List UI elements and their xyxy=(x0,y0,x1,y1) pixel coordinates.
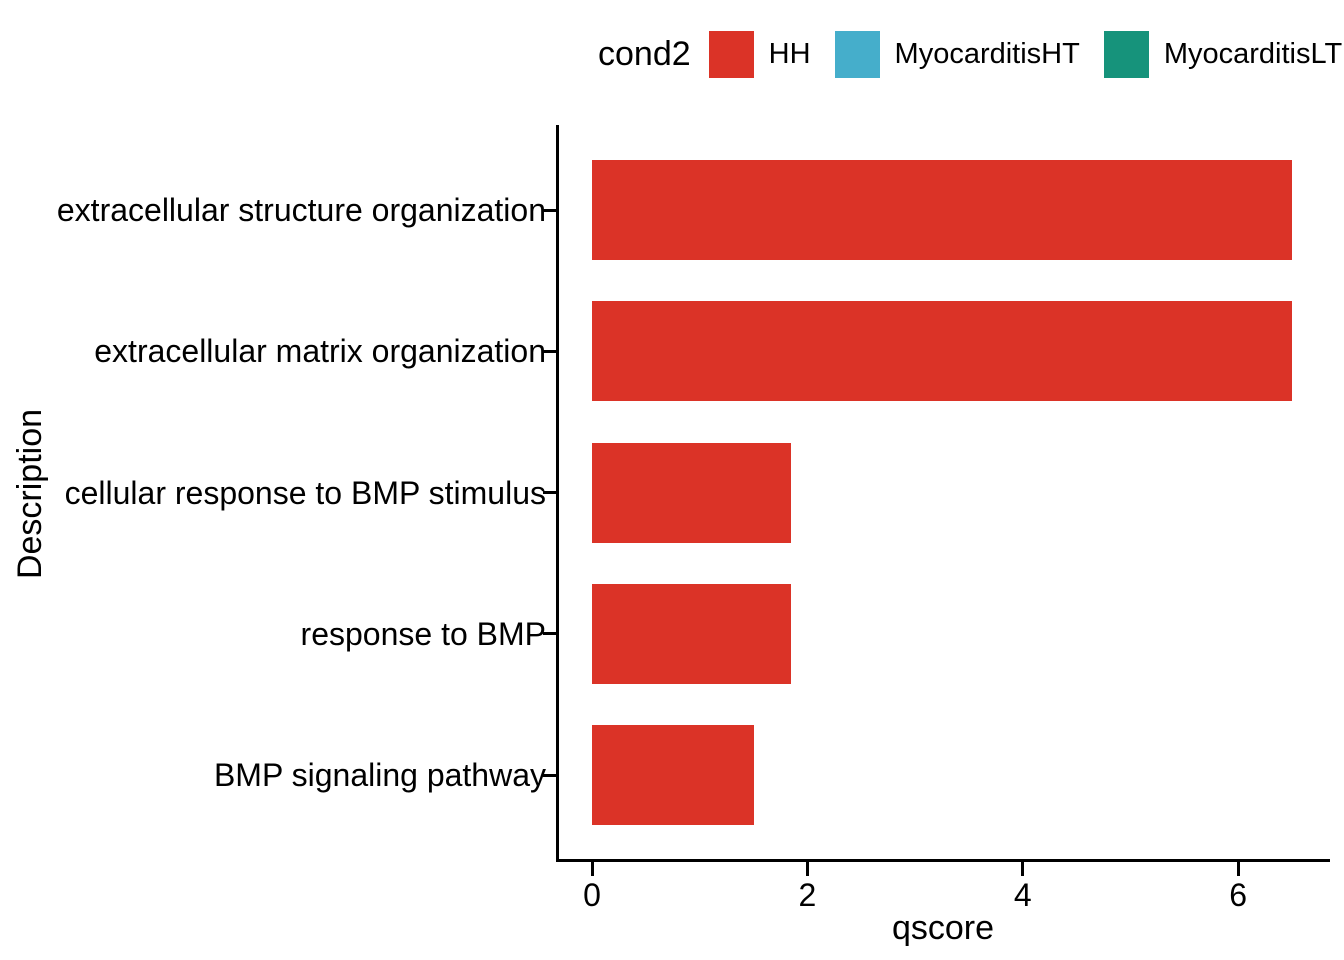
y-axis-tick xyxy=(543,632,557,636)
legend-swatch-MyocarditisLT xyxy=(1103,30,1149,78)
x-axis-tick xyxy=(1021,862,1025,876)
x-axis-tick xyxy=(805,862,809,876)
legend-label: HH xyxy=(768,37,811,70)
legend-swatch-HH xyxy=(708,30,754,78)
y-category-label: BMP signaling pathway xyxy=(213,757,546,793)
y-category-label: extracellular structure organization xyxy=(56,192,546,228)
bar-HH xyxy=(592,160,1293,260)
y-axis-tick xyxy=(543,491,557,494)
legend-item-MyocarditisHT: MyocarditisHT xyxy=(834,30,1104,78)
bar-HH xyxy=(592,583,792,684)
x-axis-tick xyxy=(1236,862,1240,876)
x-tick-label: 4 xyxy=(1013,877,1032,913)
legend: cond2 HH MyocarditisHT MyocarditisLT xyxy=(598,28,1344,80)
x-axis-tick xyxy=(590,862,594,876)
legend-item-MyocarditisLT: MyocarditisLT xyxy=(1103,30,1344,78)
y-category-label: response to BMP xyxy=(300,615,546,652)
bar-HH xyxy=(592,442,792,543)
plot-panel xyxy=(556,125,1330,862)
y-axis-tick xyxy=(543,349,557,353)
y-category-label: cellular response to BMP stimulus xyxy=(64,474,546,511)
legend-swatch-MyocarditisHT xyxy=(834,30,880,78)
x-tick-label: 0 xyxy=(583,877,601,913)
legend-item-HH: HH xyxy=(708,30,835,78)
bar-HH xyxy=(592,725,754,825)
x-tick-label: 6 xyxy=(1229,877,1248,913)
legend-label: MyocarditisLT xyxy=(1163,37,1343,70)
y-category-label: extracellular matrix organization xyxy=(94,333,546,370)
legend-label: MyocarditisHT xyxy=(894,37,1080,70)
legend-title: cond2 xyxy=(598,34,691,73)
y-axis-tick xyxy=(543,773,557,777)
bar-HH xyxy=(592,301,1293,402)
x-axis-title: qscore xyxy=(891,909,995,947)
y-axis-tick xyxy=(543,208,557,212)
x-tick-label: 2 xyxy=(798,877,817,913)
